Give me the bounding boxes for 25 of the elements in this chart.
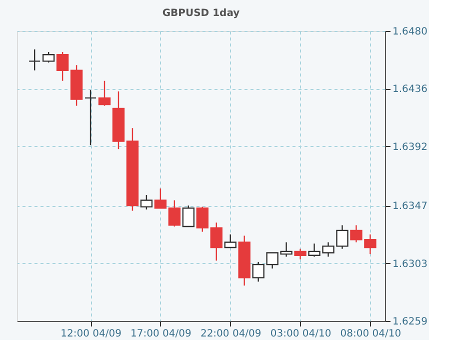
x-tick-label: 08:00 04/10	[340, 328, 402, 340]
y-tick-label: 1.6347	[392, 201, 428, 212]
candlestick	[56, 51, 69, 82]
x-tick-label: 12:00 04/09	[60, 328, 122, 340]
y-tick-label: 1.6259	[392, 316, 428, 328]
candlestick	[28, 48, 41, 71]
y-tick-label: 1.6436	[392, 84, 428, 96]
candlestick	[224, 234, 236, 248]
candlestick	[196, 206, 208, 232]
candlestick	[210, 222, 222, 262]
y-tick-label: 1.6480	[392, 26, 428, 38]
candlestick	[98, 80, 111, 106]
y-tick-label: 1.6392	[392, 142, 428, 153]
candlestick	[140, 194, 153, 210]
chart-title: GBPUSD 1day	[162, 8, 240, 19]
candlestick	[42, 51, 55, 64]
x-tick-label: 03:00 04/10	[270, 328, 332, 340]
candlestick	[84, 89, 97, 146]
candlestick	[154, 188, 167, 209]
y-tick-label: 1.6303	[392, 258, 428, 270]
candlestick	[168, 200, 181, 228]
x-tick-label: 17:00 04/09	[130, 328, 192, 340]
x-tick-label: 22:00 04/09	[200, 328, 262, 340]
candlestick	[182, 204, 195, 228]
candlestick	[294, 248, 306, 260]
